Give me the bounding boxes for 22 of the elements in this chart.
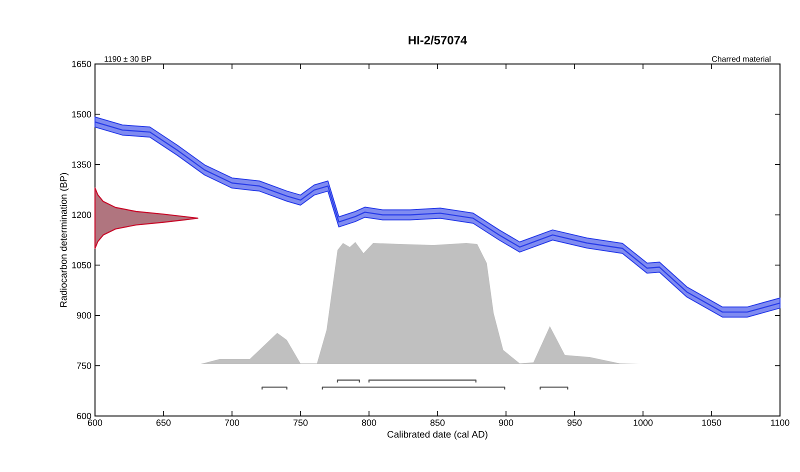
x-tick-label: 800 — [362, 420, 376, 426]
x-tick-label: 700 — [224, 420, 240, 426]
y-tick-label: 750 — [76, 362, 92, 369]
x-tick-label: 1000 — [634, 420, 653, 426]
x-tick-label: 850 — [430, 420, 445, 426]
y-axis-title: Radiocarbon determination (BP) — [60, 173, 69, 307]
y-tick-label: 1650 — [72, 60, 92, 68]
x-tick-label: 750 — [293, 420, 308, 426]
x-tick-label: 1100 — [771, 420, 790, 426]
chart-title: HI-2/57074 — [408, 36, 467, 45]
y-tick-label: 1350 — [72, 161, 92, 168]
x-tick-label: 600 — [88, 420, 102, 426]
y-tick-label: 1200 — [72, 212, 92, 218]
y-tick-label: 900 — [76, 312, 92, 319]
y-tick-label: 600 — [76, 412, 92, 420]
y-tick-label: 1500 — [72, 111, 92, 118]
x-tick-label: 650 — [156, 420, 171, 426]
x-tick-label: 900 — [498, 420, 514, 426]
y-tick-label: 1050 — [72, 262, 92, 268]
x-tick-label: 1050 — [702, 420, 722, 426]
x-axis-title: Calibrated date (cal AD) — [387, 430, 488, 440]
x-tick-label: 950 — [567, 420, 582, 426]
